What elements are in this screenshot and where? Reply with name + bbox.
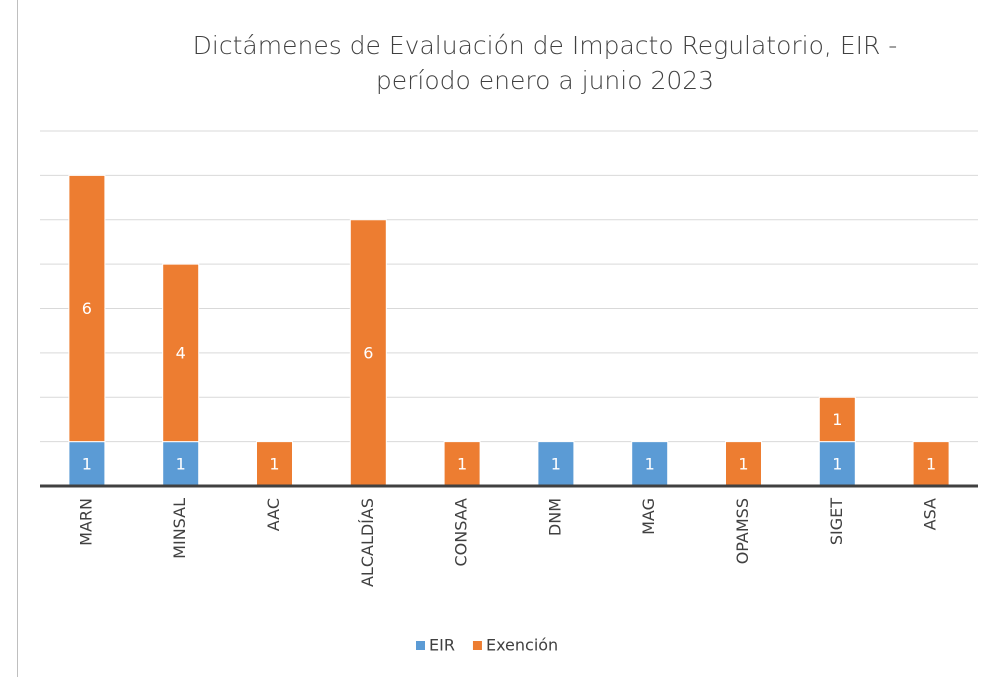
x-tick-label: MAG (639, 498, 658, 535)
x-tick-label: ALCALDÍAS (358, 498, 377, 587)
bar-segment (912, 441, 950, 487)
legend-label: Exención (486, 636, 558, 655)
x-tick-label: OPAMSS (733, 498, 752, 564)
data-label: 6 (363, 343, 373, 362)
data-label: 1 (176, 454, 186, 473)
bar-segment (349, 219, 387, 487)
data-label: 1 (269, 454, 279, 473)
data-label: 4 (176, 343, 186, 362)
data-label: 1 (832, 454, 842, 473)
bar-segment (818, 396, 856, 443)
data-label: 1 (82, 454, 92, 473)
legend-label: EIR (429, 636, 455, 655)
chart-title: Dictámenes de Evaluación de Impacto Regu… (192, 31, 898, 95)
x-tick-label: CONSAA (452, 498, 471, 567)
bar-segment (443, 441, 481, 487)
data-label: 1 (645, 454, 655, 473)
x-tick-label: AAC (264, 498, 283, 531)
data-label: 1 (926, 454, 936, 473)
x-tick-label: MARN (76, 498, 95, 546)
data-label: 6 (82, 299, 92, 318)
bar-segment (162, 263, 200, 443)
data-label: 1 (738, 454, 748, 473)
data-label: 1 (457, 454, 467, 473)
x-tick-label: SIGET (827, 498, 846, 545)
bar-segment (631, 441, 669, 487)
bar-segment (68, 174, 106, 443)
legend-swatch (416, 641, 425, 650)
bar-segment (256, 441, 293, 487)
bar-segment (725, 441, 762, 487)
x-tick-label: MINSAL (170, 498, 189, 559)
x-tick-label: DNM (545, 498, 564, 536)
x-tick-label: ASA (921, 498, 940, 530)
data-label: 1 (551, 454, 561, 473)
data-label: 1 (832, 410, 842, 429)
legend-swatch (472, 641, 482, 650)
